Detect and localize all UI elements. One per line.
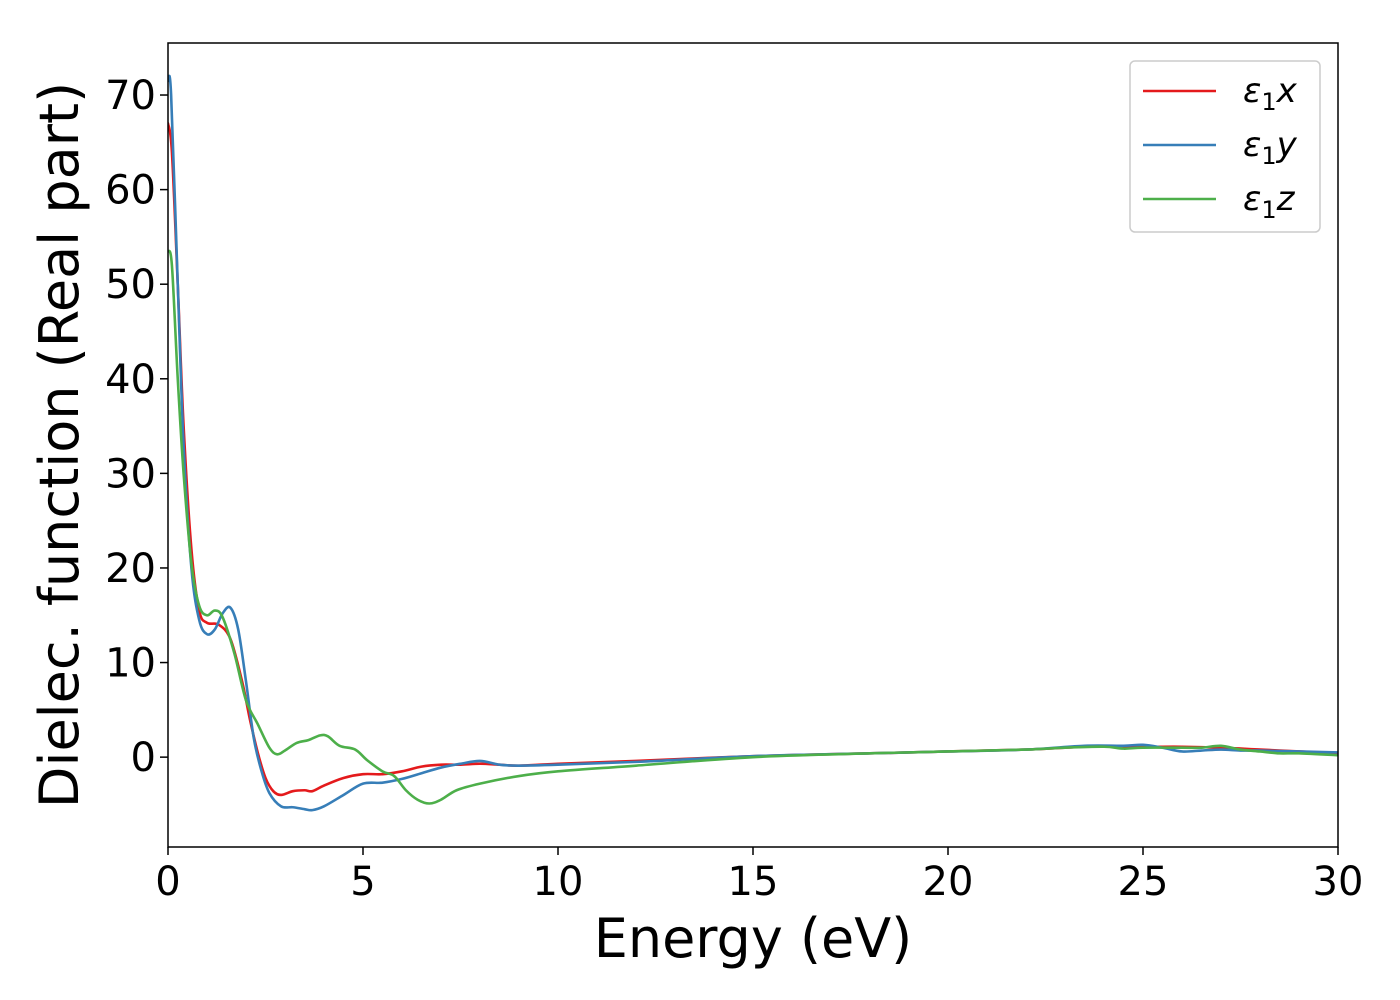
legend-label-z: ε1z — [1243, 179, 1296, 224]
x-tick-label: 30 — [1313, 859, 1364, 905]
series-line-z — [168, 249, 1338, 805]
legend-label-y: ε1y — [1243, 125, 1298, 170]
legend: ε1x ε1y ε1z — [1129, 60, 1321, 233]
legend-label-x: ε1x — [1243, 71, 1298, 116]
x-tick-label: 20 — [923, 859, 974, 905]
y-tick-label: 60 — [105, 168, 156, 214]
y-tick-label: 70 — [105, 73, 156, 119]
series-layer — [168, 74, 1338, 812]
y-axis-title: Dielec. function (Real part) — [28, 82, 91, 808]
legend-box — [1129, 60, 1321, 233]
x-tick-label: 5 — [350, 859, 375, 905]
y-tick-label: 10 — [105, 641, 156, 687]
y-tick-label: 30 — [105, 451, 156, 497]
y-axis: 0 10 20 30 40 50 60 70 — [105, 73, 168, 781]
y-tick-label: 40 — [105, 357, 156, 403]
y-tick-label: 0 — [131, 735, 156, 781]
x-axis: 0 5 10 15 20 25 30 — [155, 847, 1363, 905]
y-tick-label: 50 — [105, 262, 156, 308]
x-tick-label: 15 — [728, 859, 779, 905]
x-axis-title: Energy (eV) — [594, 907, 913, 970]
x-tick-label: 0 — [155, 859, 180, 905]
x-tick-label: 25 — [1118, 859, 1169, 905]
x-tick-label: 10 — [533, 859, 584, 905]
y-tick-label: 20 — [105, 546, 156, 592]
